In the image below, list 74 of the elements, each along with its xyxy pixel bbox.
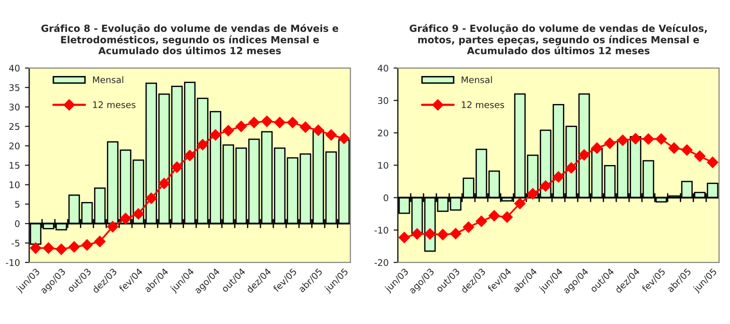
point <box>56 244 67 255</box>
point <box>437 228 448 240</box>
point <box>274 116 286 128</box>
y-tick-label: 0 <box>15 220 20 228</box>
point <box>81 239 93 251</box>
point <box>668 142 680 154</box>
y-tick-label: -10 <box>374 226 388 234</box>
point <box>488 210 500 222</box>
point <box>338 132 350 144</box>
point <box>222 125 234 136</box>
point <box>552 171 564 183</box>
point <box>300 122 312 133</box>
point <box>476 216 487 227</box>
point <box>450 228 462 240</box>
y-tick-label: 5 <box>15 200 20 208</box>
point <box>694 150 706 162</box>
point <box>120 212 132 224</box>
point <box>462 222 474 233</box>
legend-label: 12 meses <box>93 101 136 108</box>
point <box>68 241 80 252</box>
point <box>630 133 642 144</box>
point <box>424 228 436 240</box>
point <box>514 198 526 210</box>
point <box>184 150 196 162</box>
y-tick-label: 30 <box>378 97 388 104</box>
point <box>94 236 106 248</box>
point <box>146 192 157 204</box>
point <box>566 162 577 174</box>
point <box>527 188 538 200</box>
point <box>656 133 667 145</box>
point <box>681 144 693 156</box>
point <box>604 138 616 149</box>
point <box>326 129 337 141</box>
point <box>171 162 183 173</box>
legend-label: 12 meses <box>462 101 504 108</box>
point <box>707 156 718 168</box>
point <box>248 116 260 128</box>
y-tick-label: 20 <box>378 130 388 136</box>
y-tick-label: 15 <box>10 162 20 169</box>
point <box>30 242 42 254</box>
point <box>501 211 513 223</box>
point <box>107 221 118 232</box>
y-tick-label: 0 <box>384 194 388 202</box>
y-tick-label: 40 <box>378 64 388 72</box>
point <box>591 142 603 154</box>
point <box>286 116 298 128</box>
y-tick-label: 20 <box>9 142 20 150</box>
y-tick-label: -20 <box>374 259 388 266</box>
point <box>642 133 654 145</box>
point <box>312 124 324 136</box>
y-tick-label: 30 <box>9 104 20 110</box>
y-tick-label: 40 <box>9 64 20 72</box>
chart-title: Gráfico 8 - Evolução do volume de vendas de Móveis e Eletrodomésticos, segundo os índices Mensal e Acumulado dos últimos 12 meses <box>41 24 338 54</box>
y-tick-label: -10 <box>6 259 20 266</box>
point <box>197 139 208 150</box>
point <box>540 180 552 192</box>
chart-title: Gráfico 9 - Evolução do volume de vendas de Veículos, motos, partes epeças, segundo os índices Mensal e Acumulado dos últimos 12 meses <box>410 24 707 54</box>
legend-label: Mensal <box>462 76 492 84</box>
point <box>236 120 247 132</box>
point <box>412 228 423 240</box>
point <box>132 208 144 220</box>
point <box>578 149 590 160</box>
point <box>398 232 410 244</box>
y-tick-label: 25 <box>9 123 20 130</box>
y-tick-label: -5 <box>12 240 20 247</box>
point <box>617 134 628 146</box>
point <box>261 116 272 127</box>
y-tick-label: 35 <box>9 84 20 92</box>
point <box>158 178 170 190</box>
point <box>42 242 54 254</box>
y-tick-label: 10 <box>10 181 20 188</box>
point <box>210 129 222 141</box>
legend-label: Mensal <box>93 76 124 84</box>
y-tick-label: 10 <box>378 162 388 169</box>
